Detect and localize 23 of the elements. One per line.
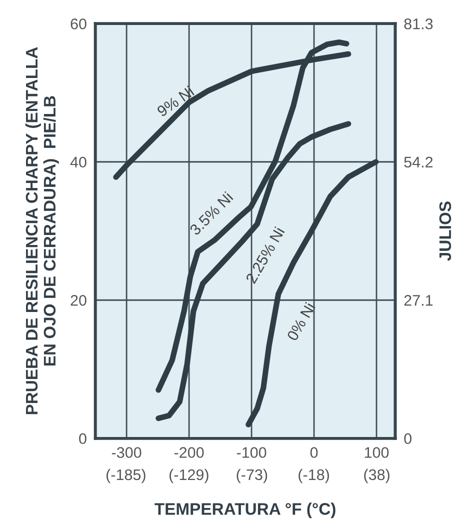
annotation: 0% Ni xyxy=(286,302,316,342)
y2-tick-label: 0 xyxy=(404,433,412,444)
x-tick-label: 100 xyxy=(364,447,389,458)
y-axis-title: PRUEBA DE RESILIENCIA CHARPY (ENTALLA EN OJO DE CERRADURA) PIE/LB xyxy=(25,47,59,414)
x-tick-label: 0 xyxy=(310,447,318,458)
y-tick-label: 60 xyxy=(70,18,86,30)
y-tick-label: 40 xyxy=(70,156,86,168)
x2-tick-label: (-129) xyxy=(170,468,208,484)
y-tick-label: 20 xyxy=(70,294,86,306)
x-axis-title: TEMPERATURA °F (°C) xyxy=(154,502,336,518)
x2-tick-label: (-185) xyxy=(106,468,146,484)
x2-tick-label: (38) xyxy=(364,468,390,484)
x2-tick-label: (-18) xyxy=(298,468,329,484)
y-tick-label: 0 xyxy=(79,433,86,444)
x-tick-label: -100 xyxy=(236,447,266,458)
x2-tick-label: (-73) xyxy=(236,468,268,484)
annotation: 9% Ni xyxy=(156,85,195,118)
y2-tick-label: 54.2 xyxy=(404,156,433,168)
x-tick-label: -200 xyxy=(174,447,204,458)
y2-tick-label: 81.3 xyxy=(404,18,433,30)
x-tick-label: -300 xyxy=(112,447,142,458)
y2-tick-label: 27.1 xyxy=(404,294,433,306)
y2-axis-title: JULIOS xyxy=(439,202,452,261)
